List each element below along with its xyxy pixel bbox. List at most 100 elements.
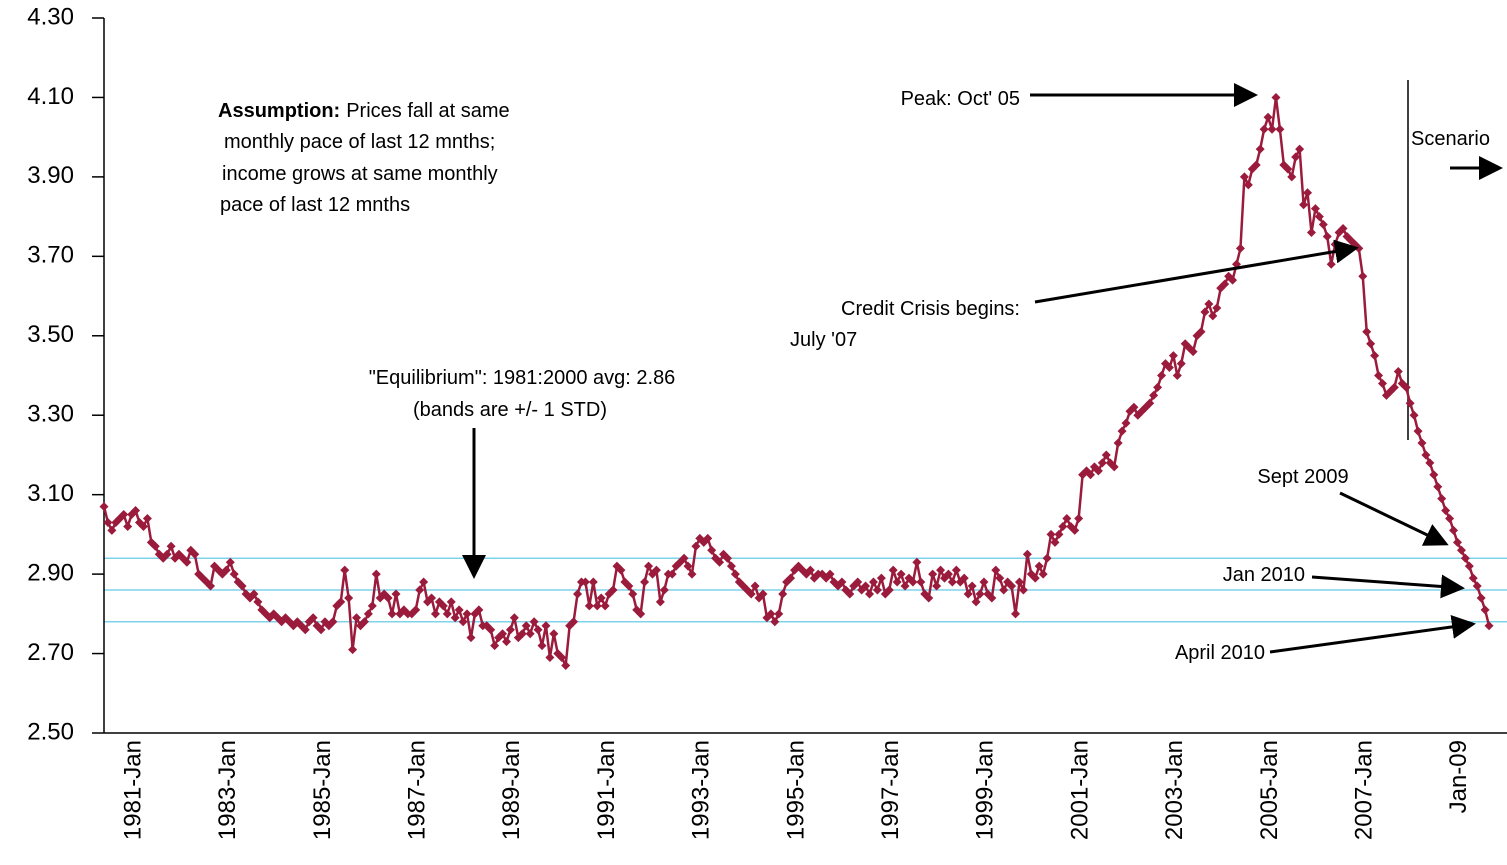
x-tick-label: 2003-Jan — [1161, 740, 1188, 840]
point — [1283, 164, 1293, 174]
point — [549, 629, 559, 639]
assumption-line: income grows at same monthly — [222, 163, 498, 185]
point — [995, 573, 1005, 583]
y-tick-label: 4.10 — [27, 83, 74, 110]
x-tick-label: 1991-Jan — [593, 740, 620, 840]
point — [450, 613, 460, 623]
point — [707, 545, 717, 555]
point — [1393, 367, 1403, 377]
point — [1409, 410, 1419, 420]
point — [876, 573, 886, 583]
point — [1433, 482, 1443, 492]
assumption-line: Prices fall at same — [346, 100, 509, 122]
assumption-label: Assumption: — [218, 100, 340, 122]
point — [1239, 172, 1249, 182]
x-tick-label: 1997-Jan — [877, 740, 904, 840]
point — [588, 577, 598, 587]
point — [525, 629, 535, 639]
point — [1050, 537, 1060, 547]
point — [1362, 327, 1372, 337]
y-tick-label: 3.70 — [27, 242, 74, 269]
point — [415, 585, 425, 595]
point — [123, 521, 133, 531]
point — [1389, 382, 1399, 392]
point — [1070, 525, 1080, 535]
point — [600, 601, 610, 611]
point — [1480, 605, 1490, 615]
point — [521, 621, 531, 631]
point — [703, 533, 713, 543]
point — [1421, 450, 1431, 460]
point — [1358, 271, 1368, 281]
point — [1449, 525, 1459, 535]
point — [608, 585, 618, 595]
point — [655, 597, 665, 607]
point — [912, 557, 922, 567]
plot — [99, 92, 1494, 670]
point — [387, 609, 397, 619]
point — [427, 593, 437, 603]
point — [529, 617, 539, 627]
point — [446, 597, 456, 607]
point — [1101, 450, 1111, 460]
point — [229, 569, 239, 579]
x-tick-label: 1983-Jan — [214, 740, 241, 840]
point — [352, 613, 362, 623]
point — [142, 514, 152, 523]
point — [963, 589, 973, 599]
point — [221, 565, 231, 575]
point — [691, 541, 701, 551]
point — [458, 617, 468, 627]
point — [1291, 152, 1301, 162]
point — [805, 565, 815, 575]
point — [1322, 231, 1332, 241]
x-tick-label: 1987-Jan — [403, 740, 430, 840]
point — [316, 625, 326, 635]
annotation: (bands are +/- 1 STD) — [413, 399, 607, 421]
point — [474, 605, 484, 615]
y-tick-label: 2.90 — [27, 559, 74, 586]
point — [932, 581, 942, 591]
point — [162, 549, 172, 559]
x-tick-label: 2007-Jan — [1350, 740, 1377, 840]
point — [1200, 307, 1210, 317]
point — [1267, 124, 1277, 134]
point — [916, 577, 926, 587]
arrow — [1311, 574, 1465, 599]
point — [868, 577, 878, 587]
point — [687, 569, 697, 579]
point — [430, 609, 440, 619]
point — [1212, 303, 1222, 313]
x-tick-label: 1999-Jan — [972, 740, 999, 840]
point — [975, 589, 985, 599]
point — [344, 593, 354, 603]
x-tick-label: Jan-09 — [1445, 740, 1472, 813]
annotation: July '07 — [790, 329, 857, 351]
point — [1263, 112, 1273, 122]
point — [1437, 494, 1447, 504]
point — [537, 641, 547, 651]
point — [442, 609, 452, 619]
point — [1452, 537, 1462, 547]
point — [509, 613, 519, 623]
point — [1014, 577, 1024, 587]
point — [1172, 371, 1182, 380]
point — [592, 601, 602, 611]
point — [991, 565, 1001, 575]
point — [987, 593, 997, 603]
point — [363, 609, 373, 619]
point — [967, 581, 977, 591]
point — [1295, 144, 1305, 154]
point — [947, 577, 957, 587]
point — [596, 593, 606, 603]
point — [908, 577, 918, 587]
point — [1121, 418, 1131, 428]
point — [190, 549, 200, 559]
point — [786, 573, 796, 583]
point — [750, 581, 760, 591]
point — [1374, 371, 1384, 380]
annotation: April 2010 — [1175, 642, 1265, 664]
point — [1018, 585, 1028, 595]
point — [1405, 398, 1415, 408]
point — [1303, 188, 1313, 198]
